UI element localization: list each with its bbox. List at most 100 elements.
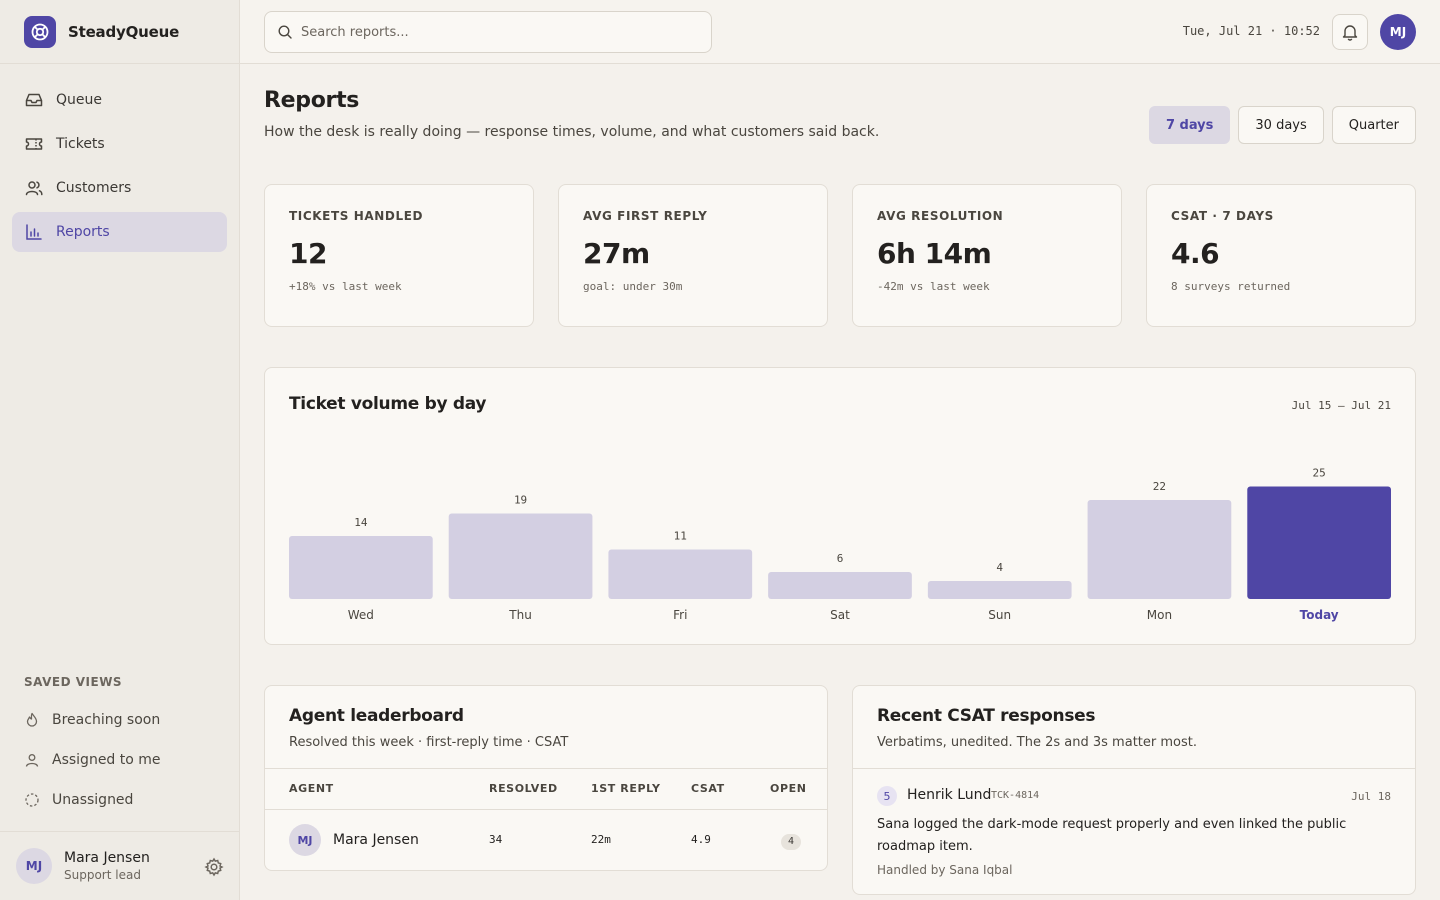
search-box[interactable]: [264, 11, 712, 53]
agent-name: Mara Jensen: [333, 832, 419, 848]
table-row[interactable]: MJ Mara Jensen 34 22m 4.9 4: [265, 810, 827, 870]
kpi-label: AVG FIRST REPLY: [583, 209, 708, 223]
user-icon: [25, 754, 39, 767]
handled-by: Handled by Sana Iqbal: [877, 863, 1013, 877]
brand[interactable]: SteadyQueue: [0, 0, 239, 64]
bar-fri[interactable]: [608, 549, 753, 600]
card-subtitle: Resolved this week · first-reply time · …: [289, 735, 569, 750]
sidebar-item-reports[interactable]: Reports: [12, 212, 227, 252]
bar-value-label: 22: [1153, 480, 1166, 493]
x-axis-tick-label: Thu: [508, 608, 532, 622]
lifebuoy-icon: [24, 15, 56, 48]
kpi-card-tickets-handled: TICKETS HANDLED 12 +18% vs last week: [264, 184, 534, 327]
saved-views-list: Breaching soon Assigned to me Unassigned: [12, 700, 228, 820]
saved-view-label: Assigned to me: [52, 752, 161, 768]
sidebar-item-label: Reports: [56, 224, 110, 240]
chart-date-range: Jul 15 – Jul 21: [1291, 399, 1391, 412]
recent-csat-card: Recent CSAT responses Verbatims, unedite…: [852, 685, 1416, 895]
bar-value-label: 19: [514, 494, 527, 507]
topbar: Tue, Jul 21 · 10:52 MJ: [240, 0, 1440, 64]
users-icon: [25, 181, 43, 196]
x-axis-tick-label: Sun: [988, 608, 1011, 622]
kpi-note: -42m vs last week: [877, 280, 990, 293]
first-reply-time: 22m: [591, 833, 611, 846]
datetime: Tue, Jul 21 · 10:52: [1182, 24, 1320, 38]
x-axis-tick-label: Fri: [673, 608, 687, 622]
bar-mon[interactable]: [1087, 500, 1232, 599]
ticket-id[interactable]: TCK-4814: [991, 790, 1040, 801]
column-header-csat[interactable]: CSAT: [691, 782, 725, 795]
page-title: Reports: [264, 88, 360, 113]
kpi-card-csat: CSAT · 7 DAYS 4.6 8 surveys returned: [1146, 184, 1416, 327]
search-icon: [278, 25, 292, 39]
gear-icon[interactable]: [204, 857, 224, 877]
flame-icon: [26, 712, 38, 727]
search-input[interactable]: [301, 24, 701, 40]
kpi-value: 27m: [583, 237, 650, 270]
column-header-resolved[interactable]: RESOLVED: [489, 782, 558, 795]
table-header: AGENT RESOLVED 1ST REPLY CSAT OPEN: [265, 768, 827, 810]
kpi-label: CSAT · 7 DAYS: [1171, 209, 1274, 223]
kpi-note: goal: under 30m: [583, 280, 683, 293]
x-axis-tick-label: Mon: [1147, 608, 1172, 622]
kpi-note: 8 surveys returned: [1171, 280, 1291, 293]
bar-value-label: 14: [354, 516, 368, 529]
page-subtitle: How the desk is really doing — response …: [264, 124, 880, 140]
kpi-row: TICKETS HANDLED 12 +18% vs last week AVG…: [264, 184, 1416, 327]
divider: [853, 768, 1415, 769]
user-name: Mara Jensen: [64, 850, 150, 866]
card-title: Agent leaderboard: [289, 706, 464, 726]
sidebar-item-customers[interactable]: Customers: [12, 168, 227, 208]
sidebar-item-tickets[interactable]: Tickets: [12, 124, 227, 164]
kpi-value: 4.6: [1171, 237, 1220, 270]
range-30-days-button[interactable]: 30 days: [1238, 106, 1324, 144]
saved-view-assigned-to-me[interactable]: Assigned to me: [12, 740, 228, 780]
bar-sun[interactable]: [927, 581, 1072, 599]
kpi-label: TICKETS HANDLED: [289, 209, 424, 223]
response-text: Sana logged the dark-mode request proper…: [877, 817, 1347, 854]
range-quarter-button[interactable]: Quarter: [1331, 106, 1416, 144]
range-7-days-button[interactable]: 7 days: [1148, 106, 1231, 144]
x-axis-tick-label: Sat: [830, 608, 850, 622]
saved-views-title: SAVED VIEWS: [24, 675, 123, 689]
bar-thu[interactable]: [448, 513, 593, 600]
card-title: Recent CSAT responses: [877, 706, 1096, 726]
bar-today[interactable]: [1247, 486, 1391, 600]
bar-value-label: 25: [1313, 467, 1326, 480]
date-range-toggle: 7 days 30 days Quarter: [1148, 106, 1416, 144]
column-header-open[interactable]: OPEN: [770, 782, 807, 795]
column-header-agent[interactable]: AGENT: [289, 782, 334, 795]
csat-score-badge: 5: [877, 786, 897, 806]
bar-value-label: 4: [996, 561, 1003, 574]
sidebar-item-queue[interactable]: Queue: [12, 80, 227, 120]
ticket-volume-chart: 14 Wed 19 Thu 11 Fri 6 Sat 4 Sun 22 Mon 25 Today: [289, 467, 1391, 622]
saved-view-breaching-soon[interactable]: Breaching soon: [12, 700, 228, 740]
bell-icon: [1342, 25, 1358, 41]
resolved-count: 34: [489, 833, 503, 846]
csat-score: 4.9: [691, 833, 711, 846]
bar-wed[interactable]: [289, 536, 433, 599]
chart-title: Ticket volume by day: [289, 394, 487, 414]
notifications-button[interactable]: [1332, 14, 1368, 50]
bar-value-label: 11: [674, 530, 687, 543]
kpi-card-avg-first-reply: AVG FIRST REPLY 27m goal: under 30m: [558, 184, 828, 327]
saved-view-unassigned[interactable]: Unassigned: [12, 780, 228, 820]
x-axis-tick-label: Today: [1300, 608, 1339, 622]
sidebar-item-label: Customers: [56, 180, 132, 196]
kpi-card-avg-resolution: AVG RESOLUTION 6h 14m -42m vs last week: [852, 184, 1122, 327]
customer-name: Henrik Lund: [907, 787, 992, 803]
card-subtitle: Verbatims, unedited. The 2s and 3s matte…: [877, 735, 1197, 750]
kpi-label: AVG RESOLUTION: [877, 209, 1004, 223]
saved-view-label: Unassigned: [52, 792, 134, 808]
brand-name: SteadyQueue: [68, 22, 180, 41]
inbox-icon: [25, 93, 43, 107]
avatar[interactable]: MJ: [1380, 14, 1416, 50]
sidebar-item-label: Tickets: [56, 136, 105, 152]
bar-chart-icon: [26, 224, 42, 240]
current-user[interactable]: MJ Mara Jensen Support lead: [0, 831, 240, 900]
bar-sat[interactable]: [768, 572, 912, 599]
ticket-volume-card: Ticket volume by day Jul 15 – Jul 21 14 W…: [264, 367, 1416, 645]
kpi-value: 6h 14m: [877, 237, 992, 270]
sidebar-item-label: Queue: [56, 92, 102, 108]
column-header-first-reply[interactable]: 1ST REPLY: [591, 782, 661, 795]
